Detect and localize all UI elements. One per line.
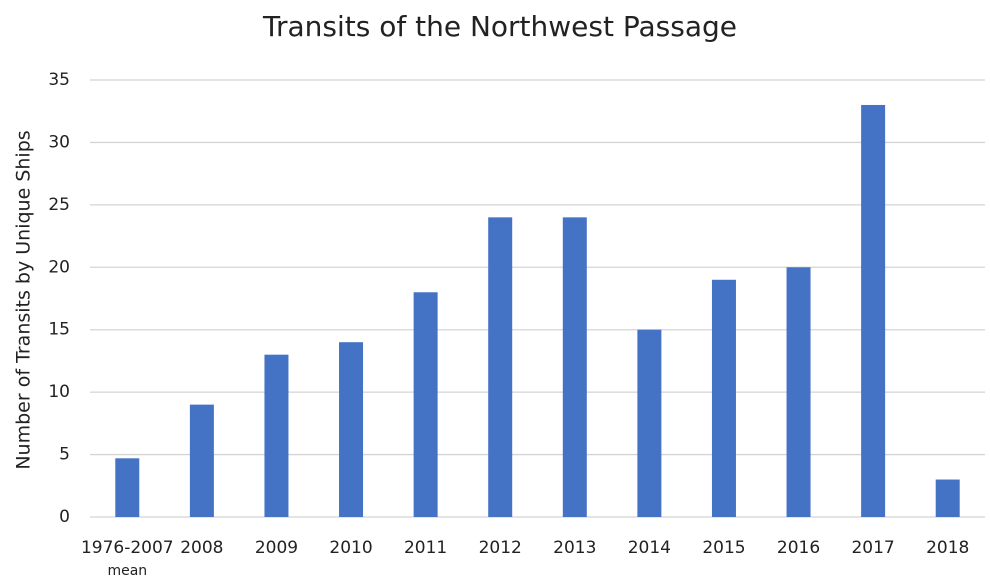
bar: [935, 479, 960, 517]
bar: [488, 217, 513, 518]
y-tick-label: 30: [48, 132, 70, 152]
bar: [562, 217, 587, 518]
y-tick-label: 15: [48, 320, 70, 340]
bar: [861, 104, 886, 517]
bar: [115, 458, 140, 517]
x-tick-label: 2017: [851, 538, 894, 558]
bar: [189, 404, 214, 517]
bar: [339, 342, 364, 517]
y-tick-label: 0: [59, 507, 70, 527]
x-tick-label: 2013: [553, 538, 596, 558]
x-tick-label: 2011: [404, 538, 447, 558]
y-tick-label: 10: [48, 382, 70, 402]
x-tick-label: 2014: [628, 538, 671, 558]
y-axis-label: Number of Transits by Unique Ships: [13, 130, 35, 469]
bar: [786, 267, 811, 517]
chart-title: Transits of the Northwest Passage: [262, 10, 737, 43]
bar: [413, 292, 438, 517]
y-tick-label: 35: [48, 70, 70, 90]
bar: [264, 354, 289, 517]
x-tick-label: 2012: [479, 538, 522, 558]
x-tick-label: 2008: [180, 538, 223, 558]
x-tick-label: 2016: [777, 538, 820, 558]
x-tick-label: 2009: [255, 538, 298, 558]
x-tick-label: 1976-2007 mean: [81, 538, 174, 577]
x-tick-label: 2015: [702, 538, 745, 558]
x-tick-label: 2010: [329, 538, 372, 558]
y-tick-label: 5: [59, 445, 70, 465]
bar: [637, 329, 662, 517]
y-tick-label: 20: [48, 257, 70, 277]
y-tick-label: 25: [48, 195, 70, 215]
bar: [711, 279, 736, 517]
x-tick-label: 2018: [926, 538, 969, 558]
